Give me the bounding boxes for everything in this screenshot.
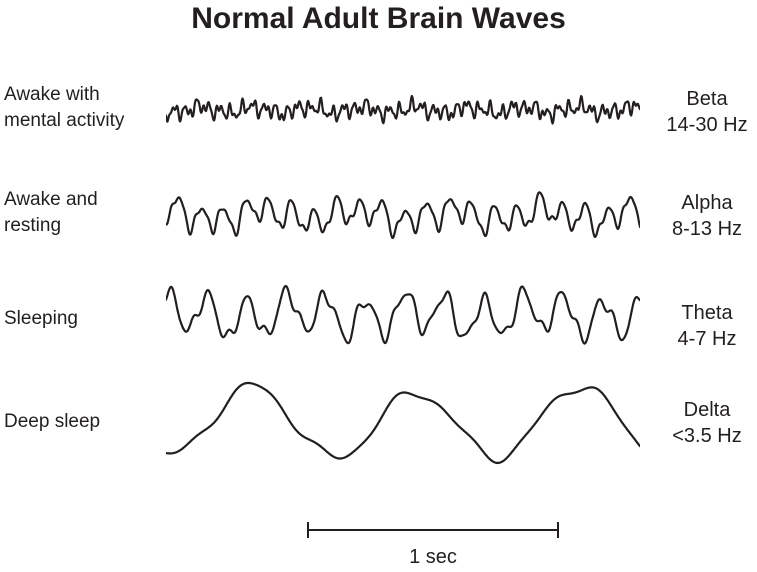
state-label-line1: Awake with	[4, 84, 100, 105]
scale-bar-label: 1 sec	[409, 546, 457, 568]
band-name: Beta	[686, 88, 728, 110]
delta-waveform	[166, 381, 640, 465]
one-second-scale-bar	[307, 522, 559, 538]
state-label-line2: mental activity	[4, 110, 125, 131]
alpha-waveform	[166, 191, 640, 240]
theta-waveform	[166, 284, 640, 345]
band-label-delta: Delta <3.5 Hz	[657, 397, 757, 449]
band-name: Delta	[683, 399, 731, 421]
band-name: Alpha	[681, 192, 733, 214]
state-label-line1: Deep sleep	[4, 411, 101, 432]
state-label-line2: resting	[4, 215, 62, 236]
state-label-line1: Sleeping	[4, 308, 78, 329]
band-frequency: 14-30 Hz	[666, 114, 748, 136]
state-label-beta: Awake with mental activity	[4, 82, 164, 134]
band-label-theta: Theta 4-7 Hz	[657, 300, 757, 352]
band-frequency: 4-7 Hz	[677, 328, 737, 350]
band-label-beta: Beta 14-30 Hz	[657, 86, 757, 138]
state-label-alpha: Awake and resting	[4, 187, 164, 239]
state-label-theta: Sleeping	[4, 306, 164, 332]
band-name: Theta	[681, 302, 733, 324]
band-label-alpha: Alpha 8-13 Hz	[657, 190, 757, 242]
band-frequency: 8-13 Hz	[671, 218, 743, 240]
figure-title: Normal Adult Brain Waves	[191, 2, 566, 35]
state-label-line1: Awake and	[4, 189, 98, 210]
beta-waveform	[166, 94, 640, 125]
state-label-delta: Deep sleep	[4, 409, 164, 435]
band-frequency: <3.5 Hz	[672, 425, 742, 447]
